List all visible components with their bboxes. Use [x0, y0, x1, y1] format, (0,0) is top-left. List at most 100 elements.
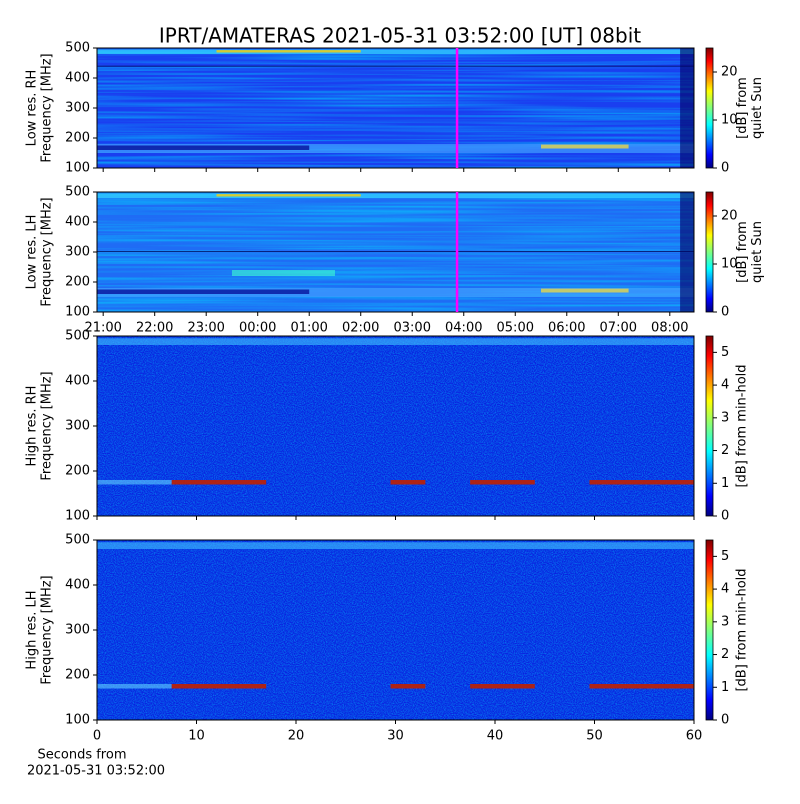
colorbar: [705, 191, 714, 313]
y-axis-label: High res. RH: [25, 386, 40, 467]
x-tick-label: 60: [686, 729, 703, 744]
x-tick-label: 02:00: [342, 321, 379, 336]
colorbar-tick-label: 20: [721, 209, 738, 224]
colorbar-tick-label: 2: [721, 647, 729, 662]
y-tick-label: 300: [65, 245, 90, 260]
colorbar-tick-label: 5: [721, 549, 729, 564]
colorbar-tick-label: 2: [721, 443, 729, 458]
y-axis-label: Low res. RH: [25, 70, 40, 147]
y-tick-label: 300: [65, 419, 90, 434]
heatmap-band: [97, 684, 172, 689]
colorbar-tick-label: 1: [721, 476, 729, 491]
heatmap-band: [589, 684, 694, 689]
x-tick-label: 50: [586, 729, 603, 744]
heatmap-band: [216, 50, 361, 53]
heatmap-band: [470, 684, 535, 689]
x-tick-label: 05:00: [497, 321, 534, 336]
heatmap-band: [390, 684, 426, 689]
x-tick-label: 00:00: [239, 321, 276, 336]
heatmap-band: [541, 288, 629, 293]
colorbar-tick-label: 10: [721, 257, 738, 272]
y-axis-label: Frequency [MHz]: [40, 53, 55, 162]
chart-title: IPRT/AMATERAS 2021-05-31 03:52:00 [UT] 0…: [159, 24, 641, 48]
y-tick-label: 500: [65, 329, 90, 344]
colorbar-tick-label: 0: [721, 509, 729, 524]
heatmap-band: [97, 49, 694, 54]
heatmap-band: [390, 480, 426, 485]
x-tick-label: 22:00: [136, 321, 173, 336]
colorbar-label: [dB] from: [735, 221, 750, 283]
colorbar-tick-label: 3: [721, 614, 729, 629]
heatmap-band: [97, 338, 694, 345]
y-axis-label: High res. LH: [25, 590, 40, 669]
x-tick-label: 40: [487, 729, 504, 744]
heatmap-band: [97, 144, 694, 153]
heatmap-band: [97, 542, 694, 549]
colorbar-tick-label: 0: [721, 161, 729, 176]
heatmap-band: [680, 192, 694, 312]
y-tick-label: 100: [65, 305, 90, 320]
x-tick-label: 08:00: [651, 321, 688, 336]
colorbar-tick-label: 4: [721, 582, 729, 597]
heatmap-band: [97, 145, 310, 150]
colorbar-label: [dB] from min-hold: [735, 568, 750, 691]
colorbar-tick-label: 1: [721, 680, 729, 695]
heatmap-band: [216, 194, 361, 197]
heatmap-band: [589, 480, 694, 485]
colorbar-tick-label: 5: [721, 345, 729, 360]
colorbar-label: quiet Sun: [750, 221, 765, 283]
y-tick-label: 500: [65, 41, 90, 56]
y-axis-label: Low res. LH: [25, 215, 40, 290]
heatmap-band: [97, 289, 310, 294]
colorbar: [705, 539, 714, 721]
x-tick-label: 03:00: [394, 321, 431, 336]
colorbar: [705, 335, 714, 517]
y-tick-label: 200: [65, 464, 90, 479]
x-tick-label: 30: [387, 729, 404, 744]
y-tick-label: 500: [65, 185, 90, 200]
heatmap-texture: [97, 540, 694, 720]
x-tick-label: 21:00: [84, 321, 121, 336]
heatmap-band: [97, 480, 172, 485]
x-axis-label: Seconds from: [37, 748, 126, 763]
x-tick-label: 20: [288, 729, 305, 744]
colorbar-label: [dB] from min-hold: [735, 364, 750, 487]
heatmap-band: [97, 251, 694, 252]
y-axis-label: Frequency [MHz]: [40, 197, 55, 306]
y-axis-label: Frequency [MHz]: [40, 371, 55, 480]
y-axis-label: Frequency [MHz]: [40, 575, 55, 684]
colorbar-label: [dB] from: [735, 77, 750, 139]
x-tick-label: 10: [188, 729, 205, 744]
y-tick-label: 400: [65, 215, 90, 230]
heatmap-band: [97, 288, 694, 297]
x-tick-label: 04:00: [445, 321, 482, 336]
heatmap-texture: [97, 336, 694, 516]
colorbar-tick-label: 3: [721, 410, 729, 425]
colorbar-label: quiet Sun: [750, 77, 765, 139]
colorbar-tick-label: 20: [721, 65, 738, 80]
x-axis-label: 2021-05-31 03:52:00: [27, 764, 165, 779]
heatmap-band: [231, 270, 335, 276]
y-tick-label: 100: [65, 161, 90, 176]
y-tick-label: 200: [65, 131, 90, 146]
colorbar-tick-label: 0: [721, 713, 729, 728]
heatmap-band: [171, 684, 267, 689]
x-tick-label: 01:00: [290, 321, 327, 336]
y-tick-label: 300: [65, 101, 90, 116]
heatmap-band: [680, 48, 694, 168]
y-tick-label: 200: [65, 668, 90, 683]
colorbar-tick-label: 10: [721, 113, 738, 128]
y-tick-label: 100: [65, 509, 90, 524]
colorbar-tick-label: 4: [721, 378, 729, 393]
x-tick-label: 23:00: [187, 321, 224, 336]
heatmap-band: [470, 480, 535, 485]
y-tick-label: 300: [65, 623, 90, 638]
y-tick-label: 100: [65, 713, 90, 728]
x-tick-label: 06:00: [548, 321, 585, 336]
y-tick-label: 400: [65, 374, 90, 389]
heatmap-band: [541, 144, 629, 149]
heatmap-band: [97, 65, 694, 67]
x-tick-label: 0: [93, 729, 101, 744]
x-tick-label: 07:00: [600, 321, 637, 336]
